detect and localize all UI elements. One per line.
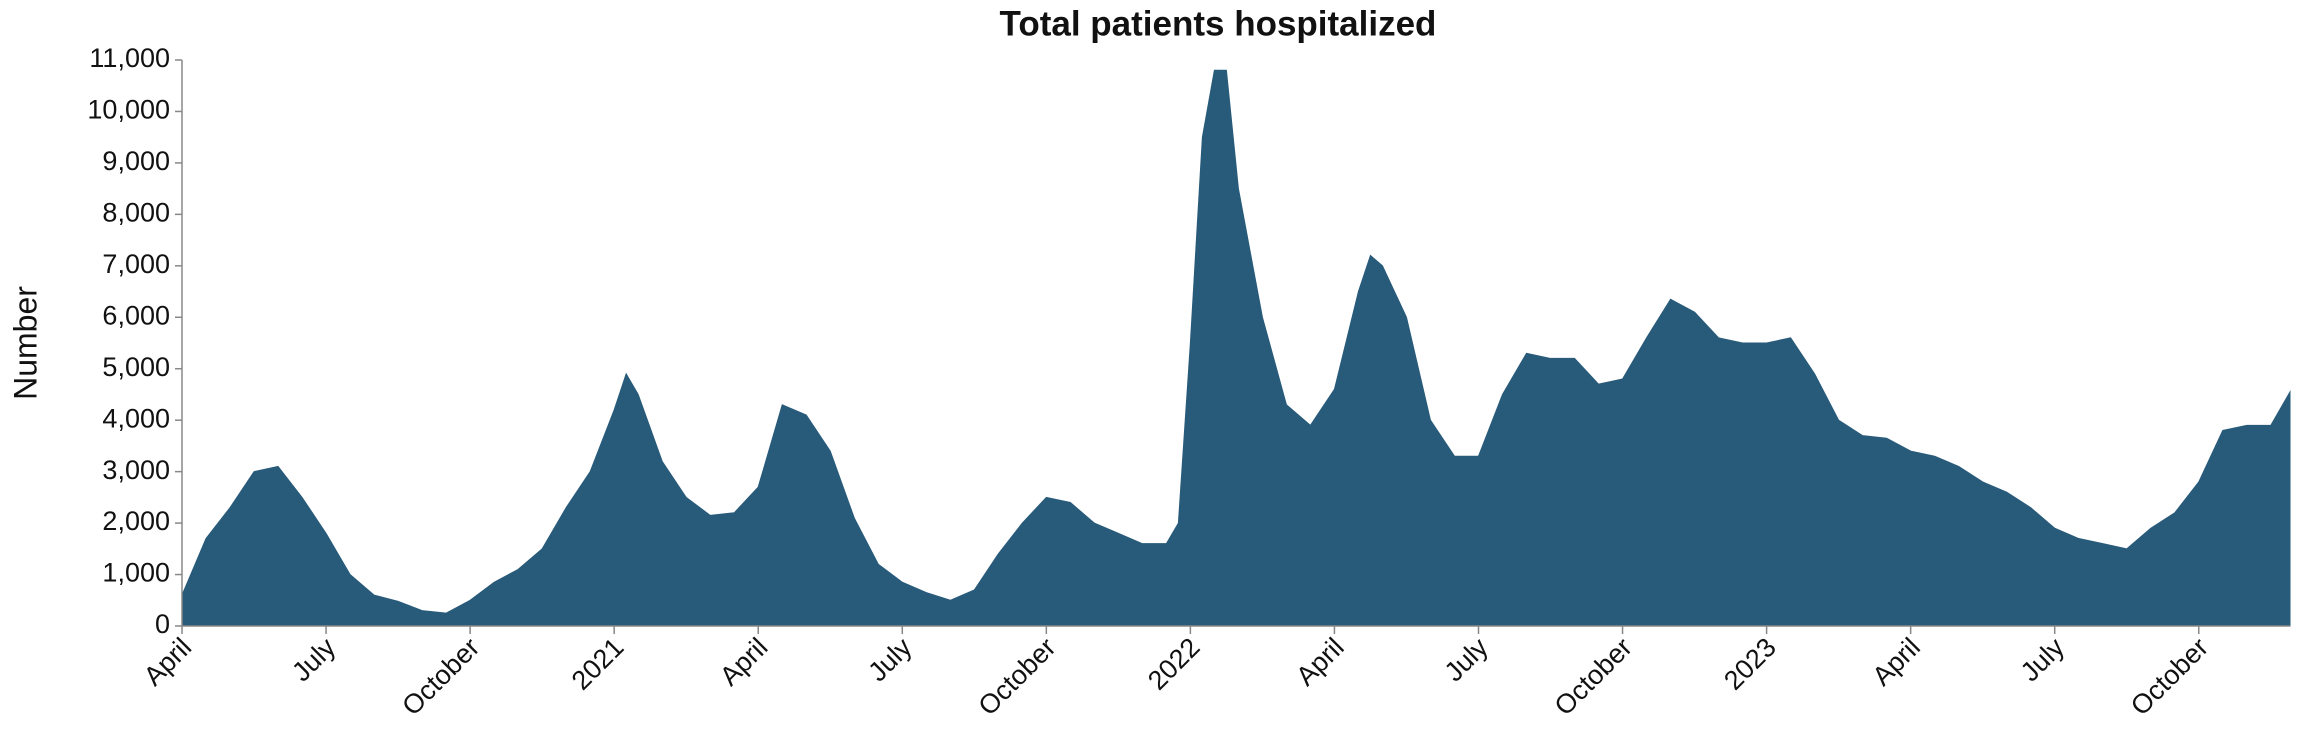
x-tick-label: October [396, 632, 485, 721]
y-tick-label: 0 [155, 609, 170, 639]
x-tick-label: July [862, 632, 918, 688]
x-tick-label: 2021 [566, 632, 630, 696]
y-tick-label: 11,000 [89, 43, 170, 73]
x-tick-label: April [1867, 632, 1926, 691]
x-tick-label: October [1549, 632, 1638, 721]
x-tick-label: April [714, 632, 773, 691]
y-tick-label: 4,000 [102, 403, 170, 433]
x-tick-label: October [2125, 632, 2214, 721]
y-tick-label: 9,000 [102, 146, 170, 176]
x-tick-label: 2023 [1718, 632, 1782, 696]
x-tick-label: July [2015, 632, 2071, 688]
x-tick-label: April [1290, 632, 1349, 691]
y-tick-label: 5,000 [102, 352, 170, 382]
x-tick-label: April [138, 632, 197, 691]
x-tick-label: 2022 [1142, 632, 1206, 696]
y-tick-label: 2,000 [102, 506, 170, 536]
x-tick-label: July [1439, 632, 1495, 688]
y-tick-label: 7,000 [102, 249, 170, 279]
y-tick-label: 10,000 [87, 95, 170, 125]
y-tick-label: 3,000 [102, 455, 170, 485]
x-tick-label: October [972, 632, 1061, 721]
y-tick-label: 1,000 [102, 558, 170, 588]
area [181, 69, 2291, 627]
x-tick-label: July [286, 632, 342, 688]
y-tick-label: 8,000 [102, 197, 170, 227]
y-axis-title: Number [7, 286, 43, 400]
y-tick-label: 6,000 [102, 300, 170, 330]
chart-title: Total patients hospitalized [1000, 4, 1437, 43]
